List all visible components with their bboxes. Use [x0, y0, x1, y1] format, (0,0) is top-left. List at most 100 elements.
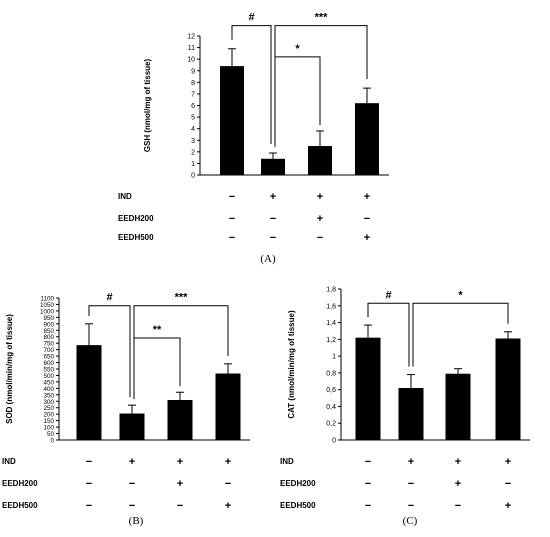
significance-label: ***	[315, 12, 329, 24]
treatment-sign: −	[270, 232, 276, 244]
y-tick-label: 650	[43, 354, 54, 361]
treatment-sign: −	[505, 478, 511, 490]
treatment-sign: +	[177, 478, 183, 490]
significance-label: *	[458, 289, 463, 301]
treatment-sign: −	[364, 213, 370, 225]
y-tick-label: 800	[43, 334, 54, 341]
y-tick-label: 350	[43, 392, 54, 399]
y-tick-label: 100	[43, 425, 54, 432]
y-tick-label: 0,8	[326, 370, 336, 377]
chart-panel-2: 0501001502002503003504004505005506006507…	[2, 292, 250, 527]
y-tick-label: 9	[191, 68, 195, 75]
significance-bracket	[412, 302, 509, 367]
y-tick-label: 2	[191, 149, 195, 156]
treatment-sign: +	[455, 456, 461, 468]
treatment-sign: +	[177, 456, 183, 468]
y-tick-label: 1050	[40, 302, 55, 309]
treatment-sign: −	[129, 478, 135, 490]
y-tick-label: 250	[43, 405, 54, 412]
significance-label: #	[385, 289, 391, 301]
chart-panel-3: 0 0,2 0,4 0,6 0,8 1 1,2 1,4 1,6 1,8 CAT (nmol/min/…	[280, 287, 530, 527]
treatment-row-label: EEDH200	[118, 214, 154, 223]
treatment-sign: +	[225, 456, 231, 468]
treatment-sign: +	[364, 191, 370, 203]
y-tick-label: 7	[191, 91, 195, 98]
bar-3	[167, 399, 193, 440]
significance-label: #	[248, 12, 254, 24]
treatment-row-label: EEDH500	[2, 501, 38, 510]
y-axis-label: CAT (nmol/min/mg of tissue)	[287, 310, 296, 419]
bar-2	[398, 387, 424, 440]
y-tick-label: 1	[191, 161, 195, 168]
bar-3	[445, 373, 471, 440]
y-tick-label: 0	[332, 438, 336, 445]
treatment-sign: −	[408, 500, 414, 512]
y-tick-label: 400	[43, 386, 54, 393]
y-axis-label: SOD (nmol/min/mg of tissue)	[5, 314, 14, 424]
treatment-sign: +	[455, 478, 461, 490]
y-tick-label: 4	[191, 126, 195, 133]
panel-label: (B)	[129, 515, 144, 527]
treatment-sign: −	[317, 232, 323, 244]
treatment-sign: −	[408, 478, 414, 490]
treatment-row-label: EEDH200	[280, 479, 316, 488]
significance-label: *	[295, 43, 300, 55]
bar-4	[495, 338, 521, 440]
y-tick-label: 1100	[40, 296, 54, 303]
panel-label: (C)	[403, 515, 418, 527]
treatment-row-label: EEDH500	[280, 501, 316, 510]
bar-4	[215, 373, 241, 440]
y-tick-label: 5	[191, 115, 195, 122]
y-tick-label: 200	[43, 412, 54, 419]
y-tick-label: 300	[43, 399, 54, 406]
treatment-row-label: IND	[280, 457, 294, 466]
significance-bracket	[231, 25, 272, 144]
y-tick-label: 1,4	[326, 320, 336, 327]
treatment-sign: −	[365, 500, 371, 512]
treatment-sign: −	[129, 500, 135, 512]
significance-bracket	[274, 25, 368, 144]
bar-3	[308, 146, 332, 175]
y-tick-label: 0	[191, 173, 195, 180]
y-tick-label: 12	[187, 34, 195, 41]
y-tick-label: 1	[332, 354, 336, 361]
y-tick-label: 900	[43, 321, 54, 328]
significance-bracket	[88, 305, 131, 398]
y-tick-label: 0,4	[326, 404, 336, 411]
bar-1	[220, 66, 244, 175]
treatment-row-label: EEDH200	[2, 479, 38, 488]
bar-1	[355, 337, 381, 440]
treatment-sign: −	[86, 456, 92, 468]
treatment-sign: −	[86, 478, 92, 490]
significance-bracket	[274, 56, 321, 147]
y-tick-label: 0	[50, 438, 54, 445]
bar-2	[261, 158, 285, 175]
y-tick-label: 500	[43, 373, 54, 380]
treatment-sign: −	[177, 500, 183, 512]
significance-bracket	[133, 337, 181, 400]
y-axis-label: GSH (nmol/mg of tissue)	[143, 59, 152, 153]
treatment-row-label: EEDH500	[118, 233, 154, 242]
treatment-sign: −	[225, 478, 231, 490]
treatment-sign: +	[129, 456, 135, 468]
bar-1	[76, 345, 102, 440]
y-tick-label: 600	[43, 360, 54, 367]
y-tick-label: 750	[43, 341, 54, 348]
treatment-sign: +	[505, 456, 511, 468]
y-tick-label: 10	[187, 57, 195, 64]
treatment-sign: −	[229, 213, 235, 225]
treatment-sign: +	[317, 213, 323, 225]
significance-bracket	[133, 305, 229, 398]
y-tick-label: 8	[191, 80, 195, 87]
significance-label: **	[153, 324, 162, 336]
y-tick-label: 6	[191, 103, 195, 110]
y-tick-label: 850	[43, 328, 54, 335]
treatment-sign: −	[229, 232, 235, 244]
y-tick-label: 0,6	[326, 387, 336, 394]
treatment-sign: +	[225, 500, 231, 512]
treatment-sign: −	[365, 478, 371, 490]
panel-label: (A)	[260, 253, 276, 265]
treatment-row-label: IND	[118, 192, 132, 201]
